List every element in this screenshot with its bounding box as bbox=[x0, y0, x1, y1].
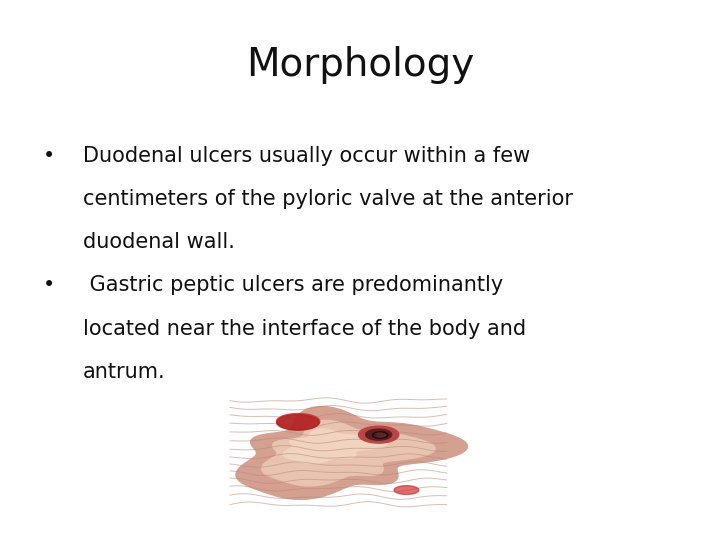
Text: centimeters of the pyloric valve at the anterior: centimeters of the pyloric valve at the … bbox=[83, 189, 573, 209]
Polygon shape bbox=[359, 426, 399, 443]
Polygon shape bbox=[372, 432, 388, 438]
Polygon shape bbox=[283, 429, 387, 463]
Polygon shape bbox=[261, 420, 435, 486]
Text: Gastric peptic ulcers are predominantly: Gastric peptic ulcers are predominantly bbox=[83, 275, 503, 295]
Text: Morphology: Morphology bbox=[246, 46, 474, 84]
Text: antrum.: antrum. bbox=[83, 362, 166, 382]
Text: •: • bbox=[43, 146, 55, 166]
Polygon shape bbox=[394, 485, 419, 495]
Polygon shape bbox=[276, 415, 319, 430]
Polygon shape bbox=[236, 407, 467, 500]
Text: located near the interface of the body and: located near the interface of the body a… bbox=[83, 319, 526, 339]
Polygon shape bbox=[276, 414, 320, 429]
Polygon shape bbox=[366, 429, 392, 440]
Text: •: • bbox=[43, 275, 55, 295]
Text: Duodenal ulcers usually occur within a few: Duodenal ulcers usually occur within a f… bbox=[83, 146, 530, 166]
Text: duodenal wall.: duodenal wall. bbox=[83, 232, 235, 252]
